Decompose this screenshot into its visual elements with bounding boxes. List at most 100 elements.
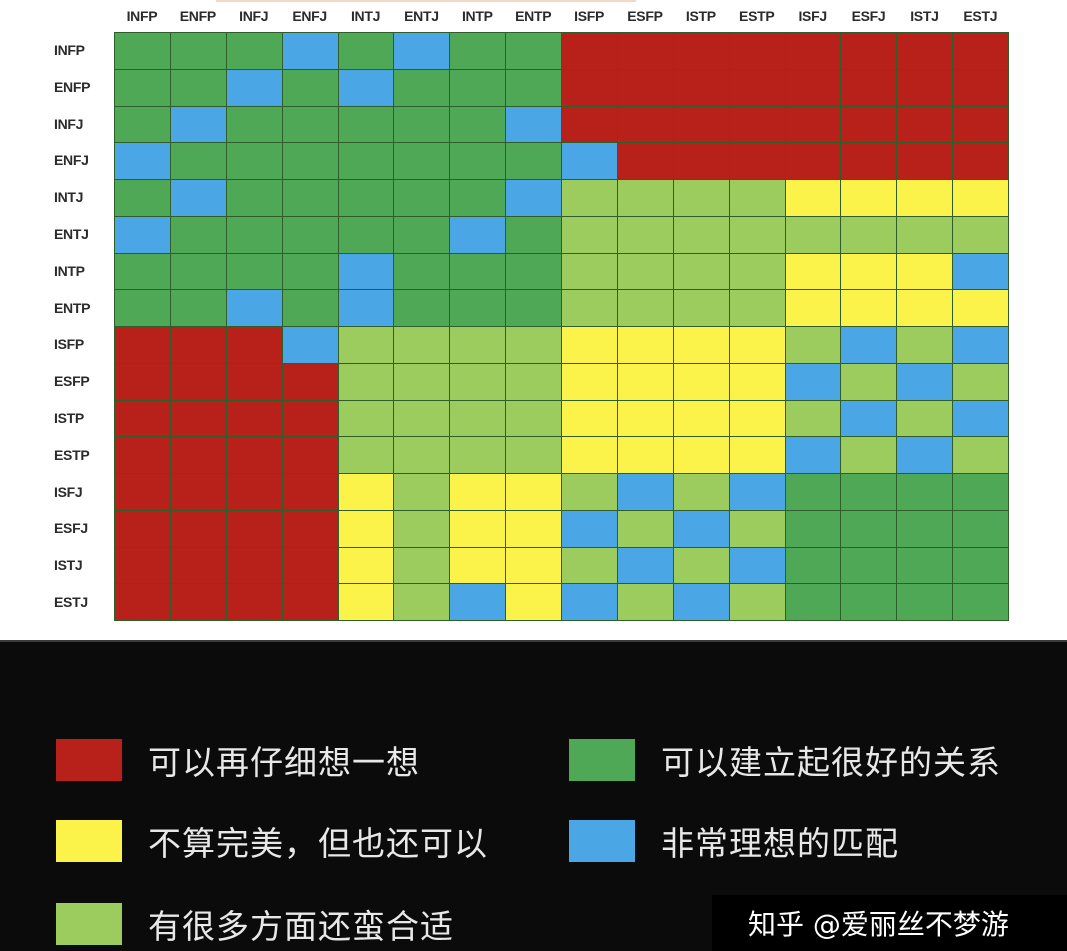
grid-cell bbox=[506, 143, 561, 179]
grid-cell bbox=[506, 216, 561, 253]
grid-cell bbox=[897, 400, 953, 437]
legend-label-light-green: 有很多方面还蛮合适 bbox=[148, 907, 454, 946]
grid-cell bbox=[450, 33, 506, 69]
column-label-esfp: ESFP bbox=[627, 8, 663, 24]
grid-cell bbox=[338, 400, 394, 437]
grid-cell bbox=[338, 290, 394, 326]
row-label-intj: INTJ bbox=[54, 189, 84, 206]
grid-cell bbox=[282, 143, 338, 179]
grid-cell bbox=[673, 33, 729, 69]
grid-cell bbox=[897, 584, 953, 620]
grid-cell bbox=[785, 400, 841, 437]
grid-cell bbox=[115, 253, 170, 290]
column-label-entp: ENTP bbox=[515, 8, 552, 24]
grid-cell bbox=[953, 547, 1008, 584]
grid-cell bbox=[450, 180, 506, 216]
grid-cell bbox=[450, 69, 506, 106]
row-label-isfp: ISFP bbox=[54, 336, 84, 353]
grid-cell bbox=[226, 69, 282, 106]
grid-cell bbox=[394, 547, 450, 584]
grid-cell bbox=[282, 437, 338, 473]
grid-cell bbox=[673, 106, 729, 143]
grid-cell bbox=[617, 474, 673, 510]
legend-swatch-green bbox=[569, 739, 635, 781]
grid-cell bbox=[953, 400, 1008, 437]
watermark-text: 知乎 @爱丽丝不梦游 bbox=[748, 908, 1009, 941]
grid-cell bbox=[841, 290, 897, 326]
grid-cell bbox=[170, 400, 226, 437]
grid-cell bbox=[841, 363, 897, 400]
grid-cell bbox=[226, 363, 282, 400]
column-labels: INFP ENFP INFJ ENFJ INTJ ENTJ INTP ENTP ISFP ESFP… bbox=[114, 8, 1009, 30]
grid-cell bbox=[226, 106, 282, 143]
grid-cell bbox=[841, 33, 897, 69]
grid-cell bbox=[115, 400, 170, 437]
row-label-enfp: ENFP bbox=[54, 78, 91, 95]
grid-cell bbox=[729, 547, 785, 584]
grid-cell bbox=[506, 253, 561, 290]
grid-cell bbox=[282, 253, 338, 290]
grid-cell bbox=[282, 216, 338, 253]
grid-cell bbox=[785, 106, 841, 143]
grid-cell bbox=[729, 106, 785, 143]
column-label-isfp: ISFP bbox=[574, 8, 605, 24]
row-labels: INFP ENFP INFJ ENFJ INTJ ENTJ INTP ENTP ISFP ESFP… bbox=[54, 32, 114, 621]
grid-cell bbox=[170, 290, 226, 326]
legend-label-red: 可以再仔细想一想 bbox=[148, 743, 420, 782]
grid-cell bbox=[394, 69, 450, 106]
grid-cell bbox=[115, 363, 170, 400]
grid-cell bbox=[226, 437, 282, 473]
grid-cell bbox=[394, 33, 450, 69]
grid-cell bbox=[785, 180, 841, 216]
grid-cell bbox=[338, 69, 394, 106]
grid-cell bbox=[562, 69, 617, 106]
grid-cell bbox=[450, 474, 506, 510]
grid-cell bbox=[170, 143, 226, 179]
column-label-istj: ISTJ bbox=[910, 8, 939, 24]
row-label-enfj: ENFJ bbox=[54, 152, 89, 169]
grid-cell bbox=[897, 69, 953, 106]
grid-cell bbox=[785, 547, 841, 584]
grid-cell bbox=[115, 290, 170, 326]
grid-cell bbox=[394, 474, 450, 510]
grid-cell bbox=[953, 510, 1008, 547]
grid-cell bbox=[338, 584, 394, 620]
grid-cell bbox=[338, 510, 394, 547]
grid-cell bbox=[953, 33, 1008, 69]
grid-cell bbox=[338, 547, 394, 584]
grid-cell bbox=[562, 363, 617, 400]
grid-cell bbox=[897, 33, 953, 69]
row-label-istp: ISTP bbox=[54, 409, 84, 426]
grid-cell bbox=[562, 33, 617, 69]
grid-cell bbox=[226, 216, 282, 253]
grid-cell bbox=[785, 327, 841, 363]
grid-cell bbox=[953, 327, 1008, 363]
grid-cell bbox=[617, 547, 673, 584]
column-label-enfj: ENFJ bbox=[292, 8, 327, 24]
grid-cell bbox=[170, 106, 226, 143]
grid-cell bbox=[841, 143, 897, 179]
grid-cell bbox=[338, 33, 394, 69]
grid-cell bbox=[897, 474, 953, 510]
grid-cell bbox=[897, 437, 953, 473]
grid-cell bbox=[562, 474, 617, 510]
grid-cell bbox=[450, 106, 506, 143]
legend-panel: 可以再仔细想一想 可以建立起很好的关系 不算完美，但也还可以 非常理想的匹配 有… bbox=[0, 640, 1067, 951]
row-label-estj: ESTJ bbox=[54, 593, 88, 610]
grid-cell bbox=[897, 363, 953, 400]
grid-cell bbox=[338, 180, 394, 216]
grid-cell bbox=[729, 510, 785, 547]
grid-cell bbox=[170, 510, 226, 547]
grid-cell bbox=[953, 69, 1008, 106]
grid-cell bbox=[673, 437, 729, 473]
grid-cell bbox=[226, 253, 282, 290]
row-label-esfp: ESFP bbox=[54, 373, 90, 390]
legend-swatch-blue bbox=[569, 820, 635, 862]
grid-cell bbox=[841, 510, 897, 547]
column-label-isfj: ISFJ bbox=[798, 8, 827, 24]
grid-cell bbox=[226, 290, 282, 326]
grid-cell bbox=[282, 180, 338, 216]
grid-cell bbox=[115, 474, 170, 510]
top-accent-line bbox=[216, 0, 636, 2]
column-label-infj: INFJ bbox=[239, 8, 269, 24]
